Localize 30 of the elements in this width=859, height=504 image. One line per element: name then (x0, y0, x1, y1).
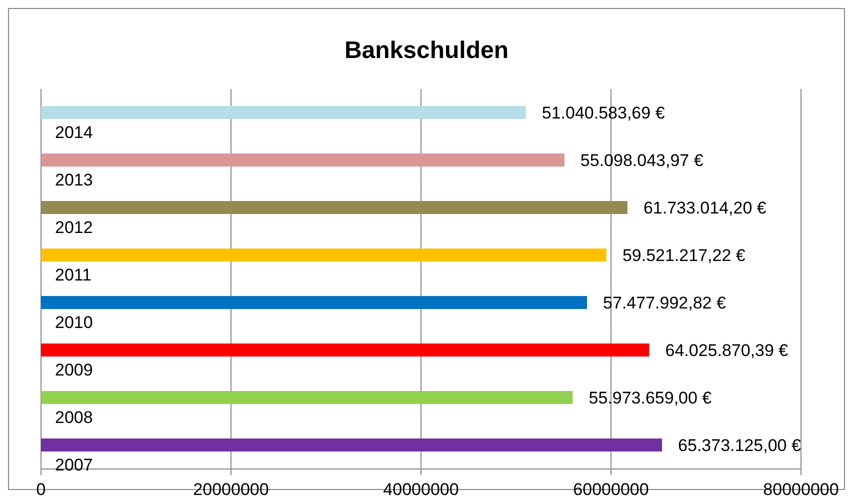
data-label: 65.373.125,00 € (678, 436, 802, 455)
y-tick-label: 2009 (55, 360, 93, 380)
data-label: 61.733.014,20 € (643, 198, 767, 218)
y-tick-label: 2008 (55, 408, 93, 427)
data-label: 64.025.870,39 € (665, 341, 789, 360)
data-label: 55.098.043,97 € (580, 151, 704, 170)
data-label: 59.521.217,22 € (622, 246, 746, 265)
bar (41, 201, 628, 214)
bar (41, 391, 573, 404)
data-label: 55.973.659,00 € (588, 388, 712, 408)
data-label: 51.040.583,69 € (542, 104, 666, 122)
y-tick-label: 2012 (55, 218, 93, 237)
y-tick-label: 2011 (55, 266, 92, 284)
x-tick-label: 20000000 (193, 480, 269, 500)
bar (41, 106, 526, 119)
bar (41, 154, 564, 166)
x-tick-label: 80000000 (763, 480, 839, 500)
y-tick-label: 2007 (55, 456, 93, 474)
bar (41, 296, 588, 309)
y-tick-label: 2010 (55, 313, 93, 332)
y-tick-label: 2013 (55, 170, 93, 190)
x-tick-label: 0 (36, 480, 46, 500)
bar (41, 344, 650, 356)
bar (41, 438, 662, 452)
x-tick-label: 40000000 (383, 480, 459, 500)
data-label: 57.477.992,82 € (603, 294, 726, 312)
x-tick-label: 60000000 (573, 480, 649, 500)
chart-title: Bankschulden (343, 36, 510, 66)
y-tick-label: 2014 (55, 123, 93, 142)
bar (41, 248, 606, 262)
